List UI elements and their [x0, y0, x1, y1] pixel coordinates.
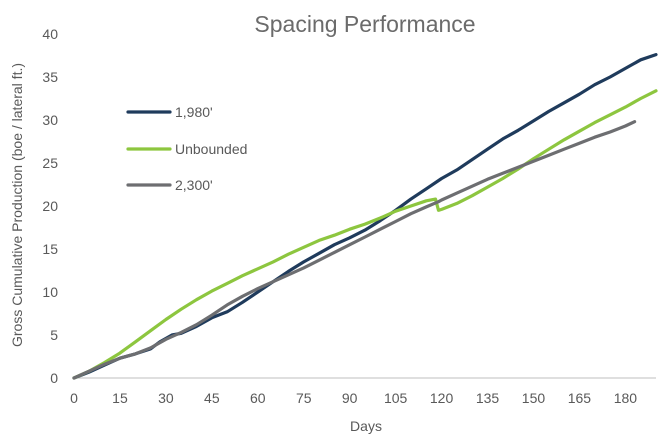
series-line-1 [72, 53, 658, 380]
x-tick-label: 120 [430, 390, 454, 406]
legend-label-1: 1,980' [175, 104, 213, 120]
x-tick-label: 135 [476, 390, 500, 406]
chart-title: Spacing Performance [254, 11, 475, 37]
x-tick-label: 150 [522, 390, 546, 406]
legend-label-3: 2,300' [175, 177, 213, 193]
y-tick-label: 20 [42, 198, 58, 214]
series-line-3 [72, 120, 637, 380]
x-tick-label: 0 [70, 390, 78, 406]
y-tick-label: 15 [42, 241, 58, 257]
y-tick-label: 5 [50, 327, 58, 343]
x-tick-label: 90 [342, 390, 358, 406]
x-tick-label: 75 [296, 390, 312, 406]
y-tick-label: 40 [42, 26, 58, 42]
y-tick-label: 25 [42, 155, 58, 171]
x-tick-label: 60 [250, 390, 266, 406]
y-tick-label: 10 [42, 284, 58, 300]
x-axis-label: Days [350, 418, 382, 434]
x-tick-label: 105 [384, 390, 408, 406]
y-tick-label: 35 [42, 69, 58, 85]
legend-label-2: Unbounded [175, 141, 247, 157]
x-tick-label: 165 [568, 390, 592, 406]
x-tick-label: 15 [112, 390, 128, 406]
series-lines [72, 53, 658, 380]
y-tick-label: 30 [42, 112, 58, 128]
series-line-2 [72, 89, 658, 380]
legend: 1,980' Unbounded 2,300' [126, 104, 247, 193]
y-axis-label: Gross Cumulative Production (boe / later… [9, 63, 25, 347]
x-tick-label: 45 [204, 390, 220, 406]
x-tick-label: 30 [158, 390, 174, 406]
axes: 0 15 30 45 60 75 90 105 120 135 150 165 180 0 5 10 15 20 2… [42, 26, 656, 406]
y-tick-label: 0 [50, 370, 58, 386]
x-tick-label: 180 [614, 390, 638, 406]
